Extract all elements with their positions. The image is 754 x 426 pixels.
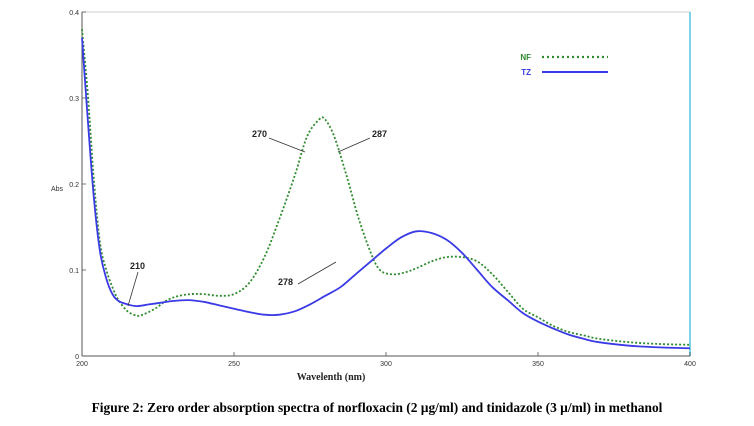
x-tick-label: 350	[532, 361, 544, 368]
y-ticks: 0 0.1 0.2 0.3 0.4	[69, 10, 86, 361]
x-axis-title: Wavelenth (nm)	[297, 372, 366, 383]
plot-frame	[81, 11, 691, 357]
annotation-287: 287	[372, 129, 387, 139]
annotation-210: 210	[130, 261, 145, 271]
x-ticks: 200 250 300 350 400	[76, 352, 696, 368]
annotation-leader-278	[297, 261, 337, 285]
y-tick-label: 0.3	[69, 96, 79, 103]
annotations: 270 287 210 278	[127, 129, 387, 307]
y-tick-label: 0.2	[69, 182, 79, 189]
figure-caption: Figure 2: Zero order absorption spectra …	[91, 400, 663, 415]
y-tick-label: 0.1	[69, 268, 79, 275]
annotation-leader-270	[268, 137, 306, 153]
legend-label-nf: NF	[520, 53, 531, 62]
x-tick-label: 250	[228, 361, 240, 368]
legend: NF TZ	[520, 53, 608, 77]
annotation-278: 278	[278, 277, 293, 287]
legend-label-tz: TZ	[521, 68, 531, 77]
series-line-nf	[81, 29, 691, 346]
y-tick-label: 0	[75, 354, 79, 361]
x-tick-label: 300	[380, 361, 392, 368]
annotation-leader-287	[337, 137, 371, 153]
y-tick-label: 0.4	[69, 10, 79, 17]
annotation-270: 270	[252, 129, 267, 139]
y-axis-title: Abs	[51, 186, 64, 193]
x-tick-label: 200	[76, 361, 88, 368]
series-line-tz	[81, 37, 691, 350]
series-layer	[81, 29, 691, 350]
x-tick-label: 400	[684, 361, 696, 368]
annotation-leader-210	[127, 271, 139, 307]
